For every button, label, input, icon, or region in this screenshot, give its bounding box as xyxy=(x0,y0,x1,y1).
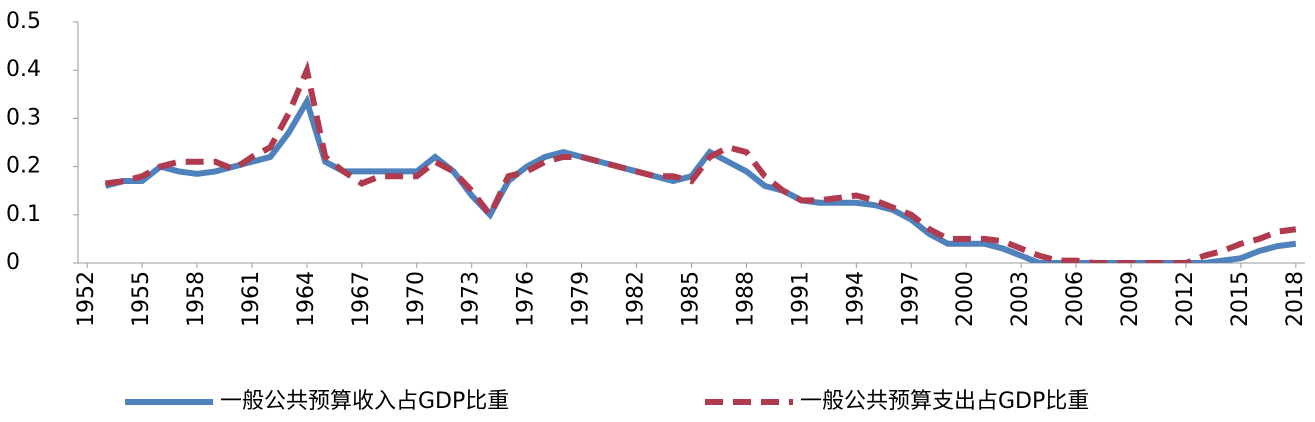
x-tick-label: 1952 xyxy=(74,271,99,327)
x-tick-label: 1988 xyxy=(733,271,758,327)
x-tick-label: 2006 xyxy=(1063,271,1088,327)
x-tick-label: 1982 xyxy=(624,271,649,327)
x-tick-label: 1994 xyxy=(843,271,868,327)
x-tick-label: 2012 xyxy=(1173,271,1198,327)
y-tick-label: 0.4 xyxy=(6,57,41,82)
y-tick-label: 0.1 xyxy=(6,202,41,227)
y-tick-label: 0.5 xyxy=(6,9,41,34)
x-tick-label: 2018 xyxy=(1283,271,1308,327)
x-tick-label: 1961 xyxy=(239,271,264,327)
x-tick-label: 1976 xyxy=(514,271,539,327)
x-tick-label: 2009 xyxy=(1118,271,1143,327)
y-tick-label: 0.2 xyxy=(6,154,41,179)
x-tick-label: 1967 xyxy=(349,271,374,327)
x-tick-label: 1985 xyxy=(679,271,704,327)
legend-label: 一般公共预算支出占GDP比重 xyxy=(800,389,1089,414)
x-tick-label: 1958 xyxy=(184,271,209,327)
y-tick-label: 0.3 xyxy=(6,105,41,130)
x-tick-label: 2015 xyxy=(1228,271,1253,327)
y-tick-label: 0 xyxy=(6,250,20,275)
x-tick-label: 1970 xyxy=(404,271,429,327)
x-tick-label: 2003 xyxy=(1008,271,1033,327)
series-line xyxy=(104,94,1297,263)
x-tick-label: 1991 xyxy=(788,271,813,327)
x-tick-label: 1964 xyxy=(294,271,319,327)
legend-label: 一般公共预算收入占GDP比重 xyxy=(220,389,509,414)
x-tick-label: 1955 xyxy=(129,271,154,327)
x-tick-label: 1973 xyxy=(459,271,484,327)
x-tick-label: 1997 xyxy=(898,271,923,327)
x-tick-label: 2000 xyxy=(953,271,978,327)
x-tick-label: 1979 xyxy=(569,271,594,327)
series-line xyxy=(105,60,1297,263)
